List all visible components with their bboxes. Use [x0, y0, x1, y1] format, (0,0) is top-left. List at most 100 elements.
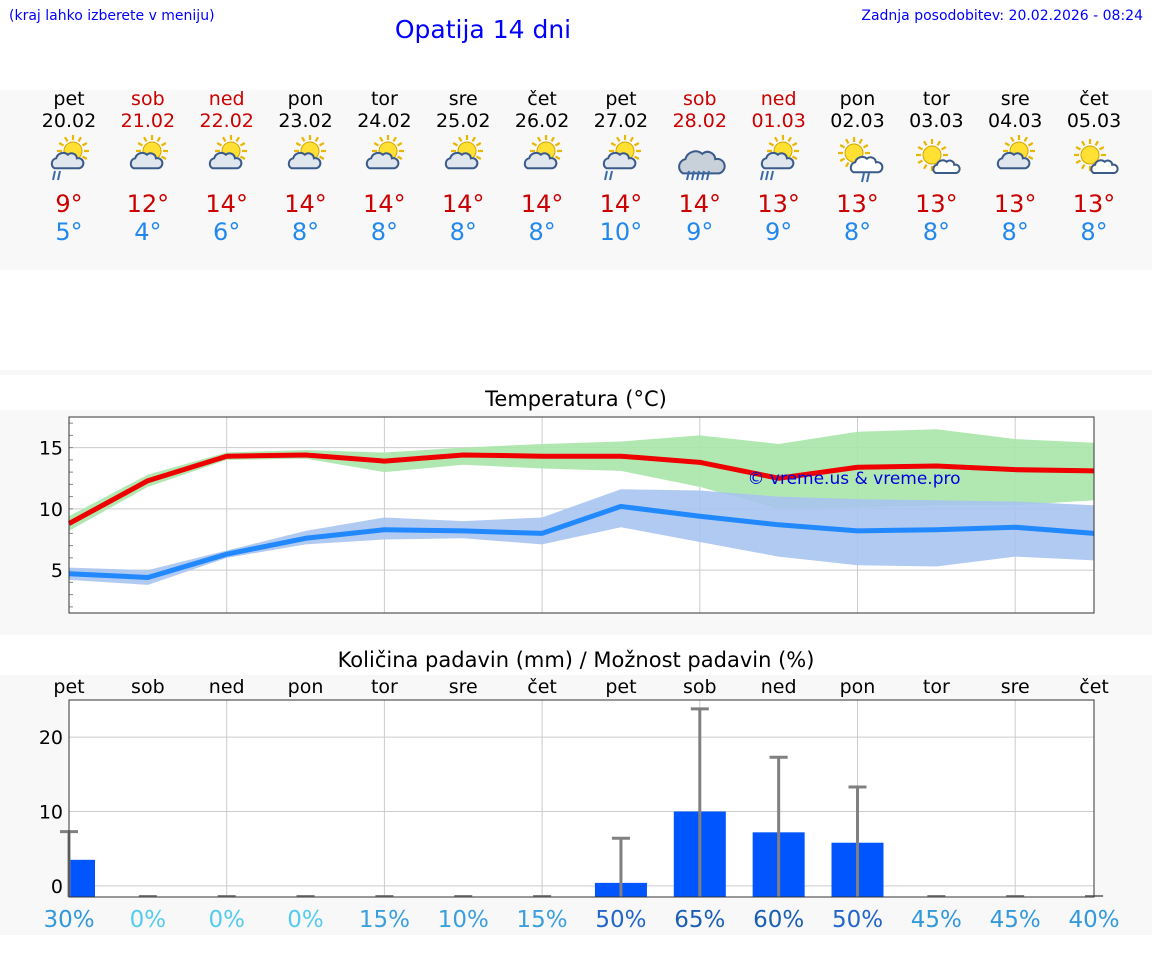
separator [0, 370, 1152, 375]
weather-icon-cell [819, 132, 897, 190]
min-temp: 8° [449, 218, 477, 246]
sun-cloud-icon [287, 135, 326, 170]
precipitation-title: Količina padavin (mm) / Možnost padavin … [337, 648, 815, 672]
day-date: 22.02 [199, 110, 254, 132]
day-label: tor [371, 676, 398, 698]
min-temp: 8° [1001, 218, 1029, 246]
sun-cloud-icon [997, 135, 1036, 170]
precip-probability: 50% [832, 907, 883, 933]
max-temp-line [67, 452, 1095, 526]
sun-cloud-light-rain-icon [837, 137, 883, 183]
precip-probability: 10% [438, 907, 489, 933]
day-date: 01.03 [751, 110, 806, 132]
max-temp: 13° [757, 190, 800, 218]
min-temp: 8° [843, 218, 872, 246]
day-date: 28.02 [672, 110, 727, 132]
weather-icon-cell [109, 132, 187, 190]
y-tick-label: 10 [39, 499, 63, 521]
day-name: sre [448, 88, 478, 110]
day-name: tor [922, 88, 950, 110]
precip-probability: 40% [1068, 907, 1119, 933]
max-temp: 14° [599, 190, 643, 218]
day-column: čet 05.03 13° 8° [1055, 88, 1133, 246]
sun-small-cloud-icon [916, 139, 961, 174]
min-temp: 9° [686, 218, 714, 246]
sun-cloud-icon [366, 135, 405, 170]
sun-cloud-icon [523, 135, 563, 170]
day-column: sre 25.02 14° 8° [424, 88, 502, 246]
day-name: čet [527, 88, 557, 110]
precip-probability: 45% [990, 907, 1041, 933]
precip-probability: 65% [674, 907, 725, 933]
max-temp: 14° [205, 190, 248, 218]
location-menu-hint[interactable]: (kraj lahko izberete v meniju) [9, 8, 215, 24]
precip-probability: 0% [130, 907, 167, 933]
day-label: pon [288, 676, 324, 698]
day-name: pet [605, 88, 637, 110]
weather-icon-cell [30, 132, 108, 190]
day-label: čet [527, 676, 557, 698]
sun-small-cloud-icon [1074, 139, 1119, 174]
precip-probability: 50% [595, 907, 646, 933]
min-temp: 6° [213, 218, 241, 246]
day-date: 02.03 [830, 110, 885, 132]
max-temp: 14° [441, 190, 485, 218]
day-column: pon 02.03 13° 8° [819, 88, 897, 246]
max-temp: 13° [1072, 190, 1116, 218]
min-temp: 8° [1080, 218, 1108, 246]
day-name: sob [683, 88, 717, 110]
plot-area [69, 700, 1094, 897]
day-column: tor 03.03 13° 8° [897, 88, 975, 246]
max-temp: 13° [836, 190, 879, 218]
temperature-title: Temperatura (°C) [485, 387, 667, 411]
plot-frame [68, 699, 1095, 898]
day-date: 03.03 [909, 110, 964, 132]
precip-probability: 0% [287, 907, 324, 933]
max-temp: 13° [915, 190, 958, 218]
day-column: pon 23.02 14° 8° [267, 88, 345, 246]
precip-probability: 15% [517, 907, 568, 933]
day-label: čet [1079, 676, 1109, 698]
min-temp: 9° [765, 218, 793, 246]
max-temp: 14° [284, 190, 327, 218]
precip-probability: 30% [43, 907, 94, 933]
day-name: pon [287, 88, 324, 110]
day-label: pet [605, 676, 636, 698]
weather-icon-cell [424, 132, 502, 190]
weather-icon-cell [740, 132, 818, 190]
day-label: pon [840, 676, 876, 698]
day-date: 04.03 [987, 110, 1043, 132]
day-column: sob 21.02 12° 4° [109, 88, 187, 246]
min-temp: 5° [55, 218, 83, 246]
day-label: ned [761, 676, 797, 698]
day-column: sob 28.02 14° 9° [661, 88, 739, 246]
weather-icon-cell [582, 132, 660, 190]
page-title: Opatija 14 dni [394, 15, 572, 44]
weather-icon-cell [188, 132, 266, 190]
last-update: Zadnja posodobitev: 20.02.2026 - 08:24 [861, 8, 1143, 24]
max-temp: 14° [363, 190, 406, 218]
day-label: sre [1001, 676, 1030, 698]
max-temp: 13° [993, 190, 1037, 218]
max-temp: 9° [55, 190, 83, 218]
precipitation-chart: pet sob ned pon tor sre čet pet sob ned pon tor sre č… [39, 676, 1120, 933]
y-tick-label: 5 [51, 560, 63, 582]
max-temp: 12° [126, 190, 170, 218]
cloud-rain-icon [677, 150, 726, 181]
day-column: ned 22.02 14° 6° [188, 88, 266, 246]
min-temp: 8° [370, 218, 399, 246]
min-temp: 8° [291, 218, 320, 246]
day-name: pet [53, 88, 85, 110]
day-date: 24.02 [357, 110, 412, 132]
precip-probability: 60% [753, 907, 804, 933]
day-label: pet [53, 676, 84, 698]
precip-probability: 0% [208, 907, 245, 933]
weather-icon-cell [1055, 132, 1133, 190]
day-date: 25.02 [436, 110, 491, 132]
min-temp-line [68, 503, 1095, 580]
weather-icon-cell [267, 132, 345, 190]
day-name: ned [208, 88, 245, 110]
weather-icon-cell [345, 132, 423, 190]
watermark: © vreme.us & vreme.pro [747, 469, 960, 489]
y-tick-label: 20 [39, 727, 63, 749]
